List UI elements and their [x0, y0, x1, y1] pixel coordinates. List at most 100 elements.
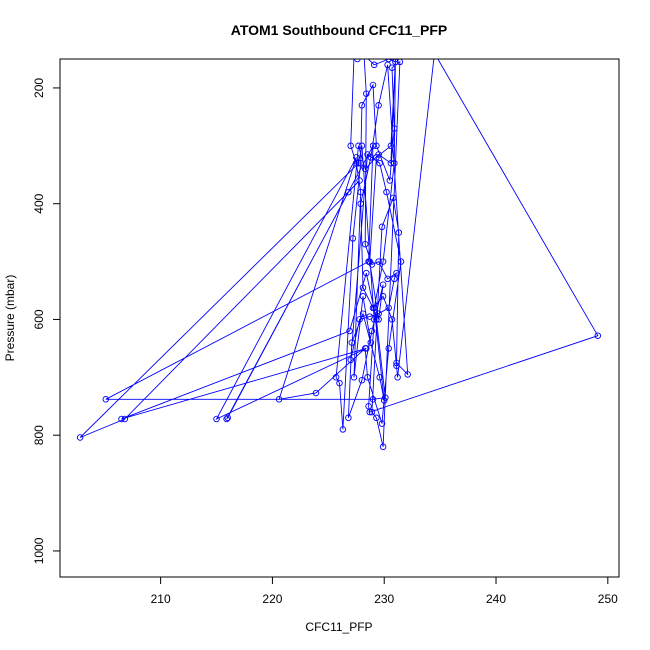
data-point — [361, 345, 369, 352]
data-point — [375, 151, 382, 158]
data-point — [369, 304, 377, 312]
data-point — [379, 293, 387, 300]
data-point — [388, 64, 396, 71]
data-point — [368, 261, 376, 268]
data-point — [378, 420, 386, 427]
data-point — [359, 284, 367, 291]
data-point — [383, 188, 390, 196]
data-point — [370, 316, 378, 323]
data-point — [367, 339, 375, 346]
data-point — [594, 332, 602, 339]
data-point — [384, 275, 391, 283]
x-tick-label: 220 — [262, 592, 282, 606]
data-point — [387, 159, 395, 167]
data-point — [348, 339, 356, 346]
data-point — [397, 258, 405, 265]
data-point — [121, 415, 129, 423]
data-point — [347, 356, 354, 364]
plot-series — [76, 59, 602, 451]
data-point — [223, 415, 230, 423]
data-point — [378, 223, 386, 231]
data-point — [353, 159, 360, 167]
data-point — [393, 359, 400, 367]
data-point — [312, 389, 320, 397]
data-point — [391, 159, 398, 167]
y-tick-label: 600 — [32, 309, 46, 329]
data-point — [388, 316, 396, 323]
data-point — [358, 102, 366, 109]
data-point — [385, 345, 392, 352]
data-point — [386, 177, 394, 184]
data-point — [365, 403, 372, 410]
data-point — [369, 81, 377, 89]
data-point — [385, 304, 392, 312]
data-point — [366, 313, 373, 320]
data-point — [379, 443, 387, 451]
data-point — [373, 414, 380, 422]
data-point — [118, 415, 125, 423]
data-point — [363, 269, 370, 277]
y-tick-label: 800 — [32, 425, 46, 445]
data-point — [369, 142, 377, 150]
data-point — [336, 379, 343, 387]
chart-title: ATOM1 Southbound CFC11_PFP — [231, 22, 448, 38]
data-point — [368, 408, 376, 416]
data-point — [376, 374, 383, 381]
data-point — [355, 159, 362, 167]
data-point — [373, 316, 380, 323]
data-point — [391, 275, 398, 283]
data-point — [376, 159, 383, 167]
data-point — [375, 102, 382, 109]
data-point — [356, 177, 363, 184]
data-point — [404, 371, 411, 378]
data-point — [379, 258, 387, 265]
data-point — [380, 397, 388, 404]
data-point — [346, 327, 353, 335]
data-point — [345, 414, 352, 422]
data-point — [379, 281, 387, 288]
data-point — [357, 188, 364, 196]
data-point — [355, 142, 362, 150]
y-tick-label: 200 — [32, 78, 46, 98]
data-point — [369, 396, 377, 403]
data-point — [395, 229, 403, 236]
data-point — [384, 61, 391, 69]
data-point — [76, 434, 84, 441]
series-line — [79, 59, 599, 447]
data-point — [373, 142, 380, 150]
x-tick-label: 240 — [486, 592, 506, 606]
data-point — [358, 376, 366, 384]
data-point — [339, 426, 347, 433]
y-tick-label: 1000 — [32, 537, 46, 564]
x-tick-label: 250 — [598, 592, 618, 606]
data-point — [389, 194, 397, 202]
data-point — [391, 125, 398, 132]
y-tick-label: 400 — [32, 193, 46, 213]
x-axis: 210 220 230 240 250 — [151, 576, 618, 606]
data-point — [359, 310, 367, 317]
data-point — [275, 396, 283, 403]
x-tick-label: 230 — [374, 592, 394, 606]
data-point — [393, 362, 400, 369]
data-point — [370, 61, 378, 69]
data-point — [387, 142, 395, 150]
data-point — [375, 258, 382, 265]
data-point — [364, 374, 371, 381]
y-axis-label: Pressure (mbar) — [3, 275, 17, 362]
y-axis: 200 400 600 800 1000 — [32, 78, 61, 564]
data-point — [361, 165, 369, 173]
data-point — [356, 316, 363, 323]
data-point — [102, 396, 110, 403]
data-point — [394, 374, 401, 381]
x-tick-label: 210 — [151, 592, 171, 606]
data-point — [368, 327, 376, 335]
data-point — [364, 151, 371, 158]
data-point — [359, 293, 367, 300]
data-point — [393, 269, 400, 277]
data-point — [350, 374, 358, 381]
data-point — [363, 90, 370, 97]
data-point — [345, 188, 352, 196]
data-point — [382, 394, 389, 401]
data-point — [349, 235, 357, 242]
